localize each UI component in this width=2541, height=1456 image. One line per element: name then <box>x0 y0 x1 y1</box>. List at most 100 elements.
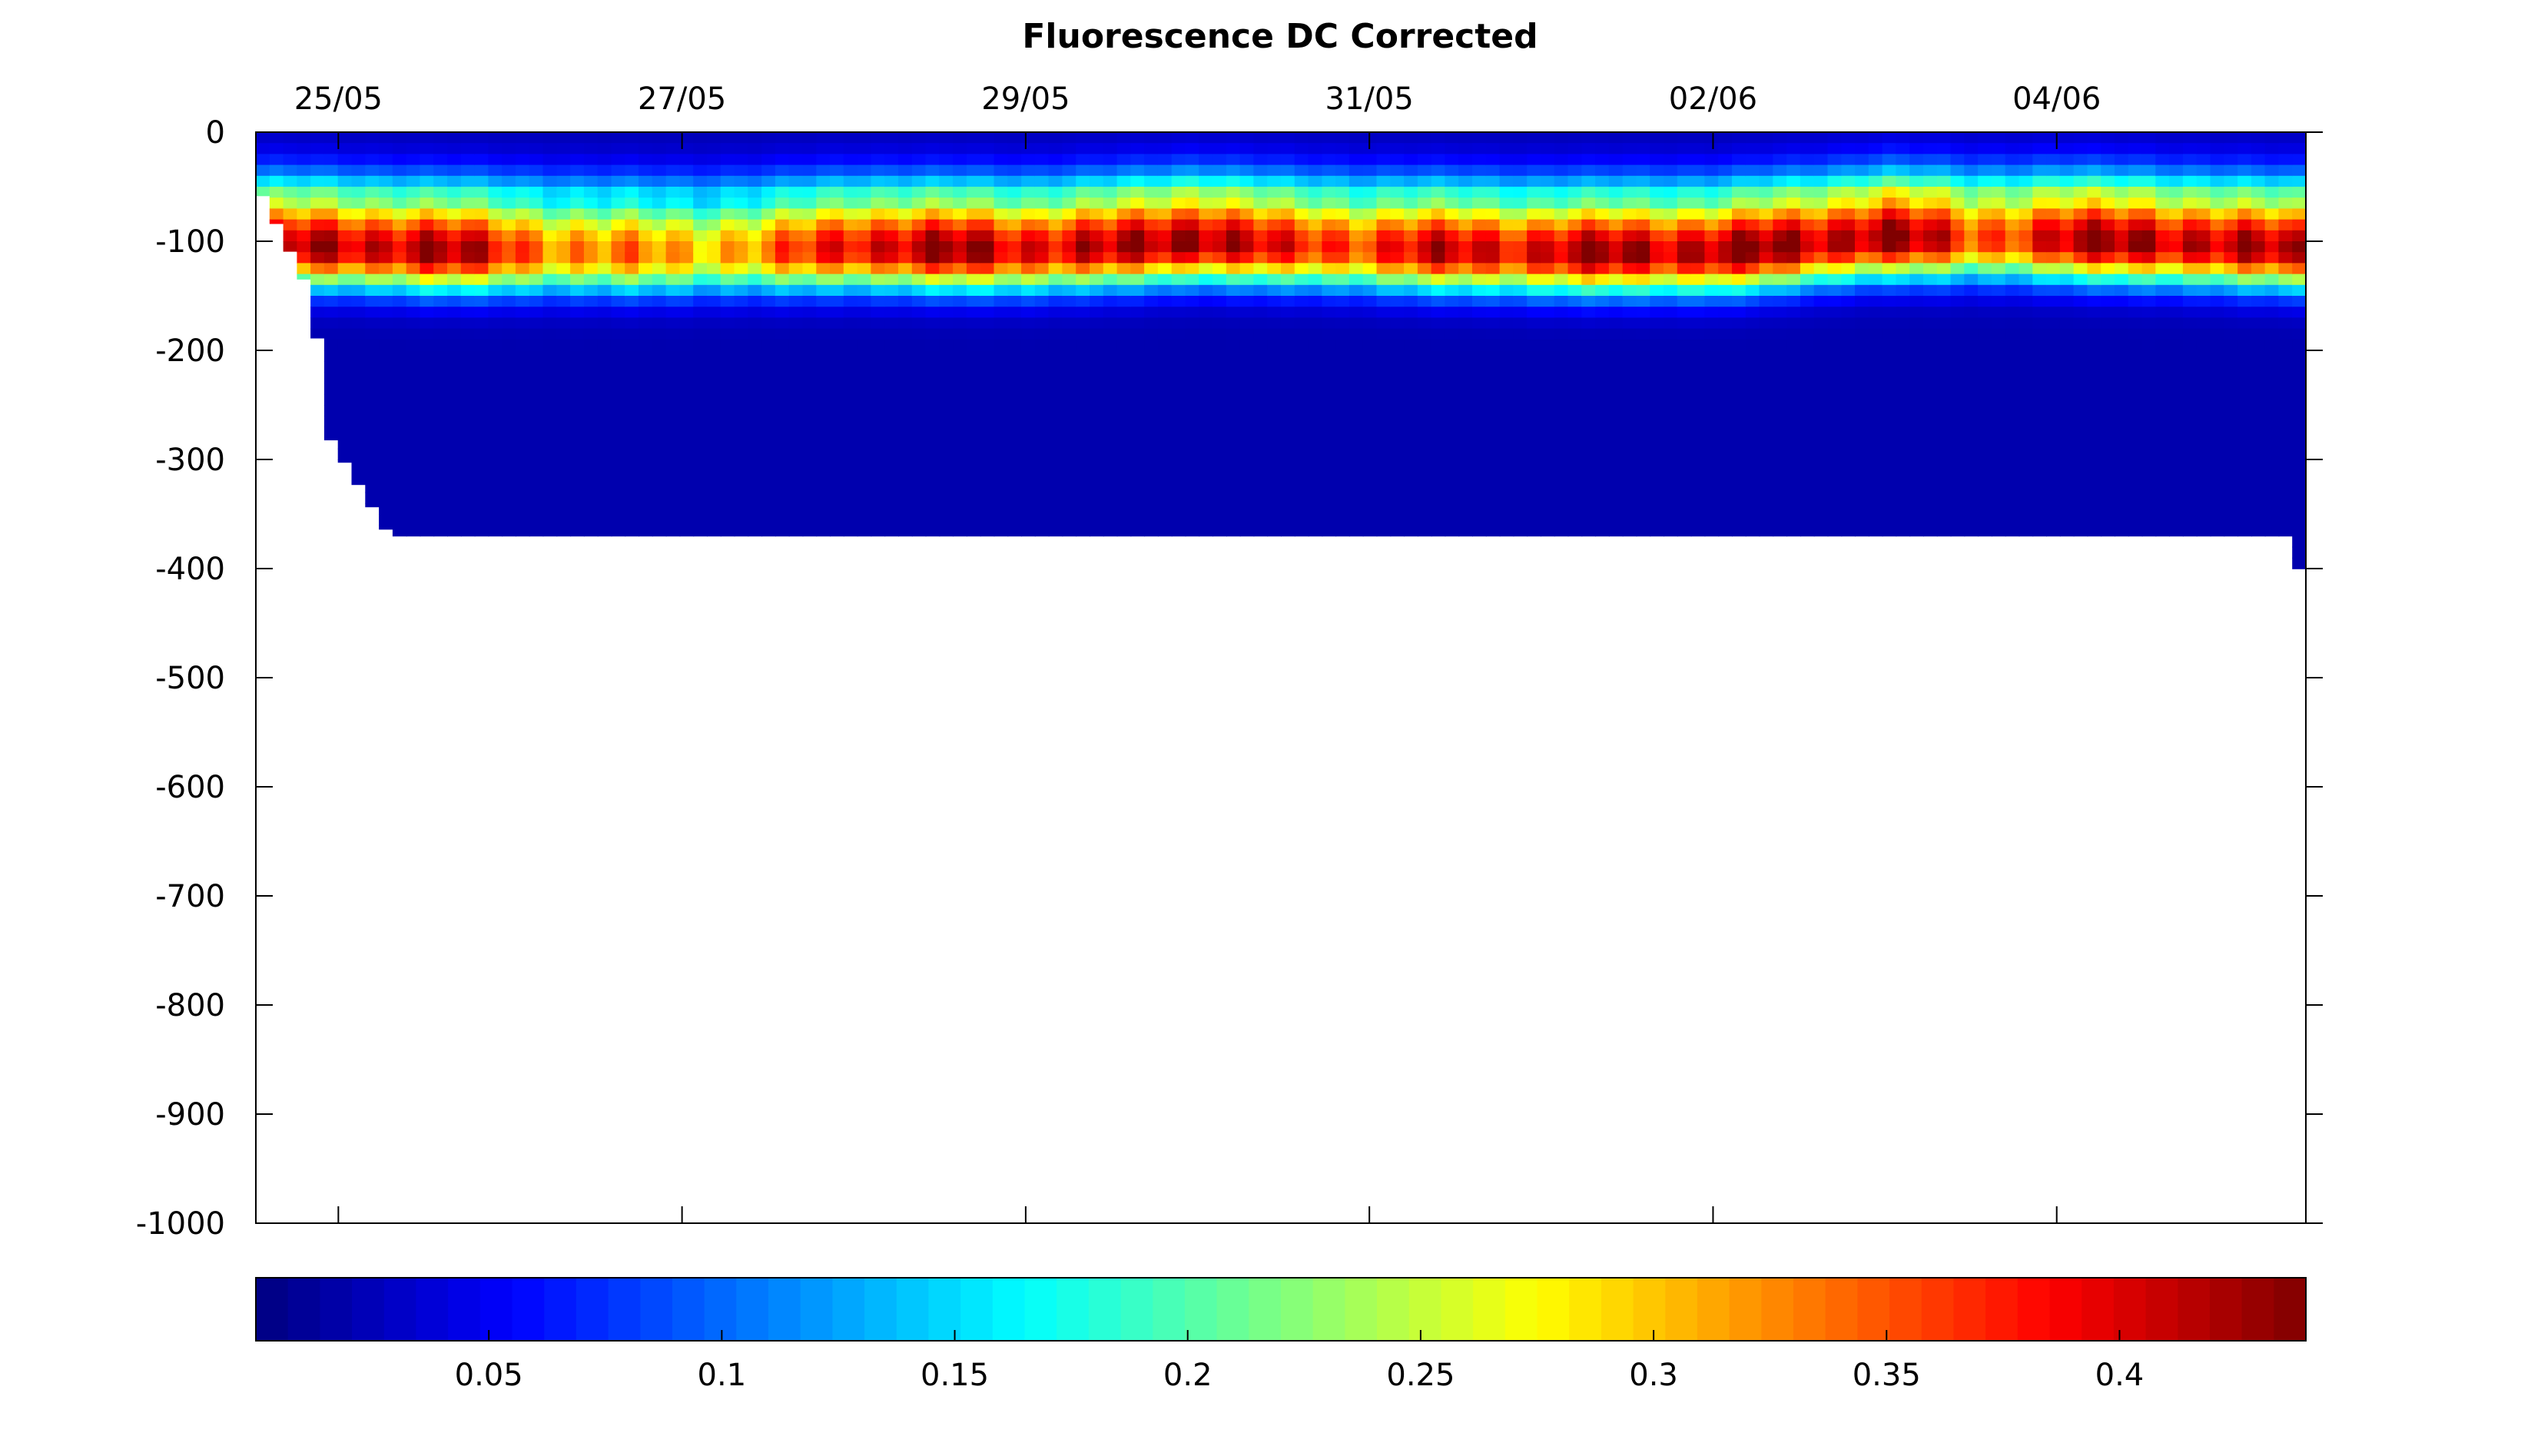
heatmap-cell <box>1390 307 1405 319</box>
heatmap-cell <box>1021 514 1036 526</box>
heatmap-cell <box>1567 470 1583 483</box>
heatmap-cell <box>1130 470 1146 483</box>
heatmap-cell <box>1417 296 1432 307</box>
heatmap-cell <box>2101 383 2115 395</box>
heatmap-cell <box>1909 470 1924 483</box>
heatmap-cell <box>1540 284 1555 297</box>
heatmap-cell <box>611 383 626 395</box>
heatmap-cell <box>1786 437 1801 449</box>
heatmap-cell <box>1950 187 1965 198</box>
heatmap-cell <box>748 187 763 198</box>
heatmap-cell <box>830 437 844 449</box>
heatmap-cell <box>556 296 572 307</box>
heatmap-cell <box>433 492 448 504</box>
heatmap-cell <box>2141 307 2157 319</box>
heatmap-cell <box>2059 481 2075 493</box>
heatmap-cell <box>2141 252 2157 264</box>
heatmap-cell <box>953 241 967 253</box>
heatmap-cell <box>1294 459 1309 471</box>
heatmap-cell <box>2141 175 2157 187</box>
heatmap-cell <box>1199 274 1214 286</box>
heatmap-cell <box>830 219 844 231</box>
heatmap-cell <box>1116 426 1132 439</box>
heatmap-cell <box>1076 241 1090 253</box>
heatmap-cell <box>1936 307 1952 319</box>
heatmap-cell <box>788 230 804 242</box>
heatmap-cell <box>925 470 940 483</box>
heatmap-cell <box>2005 284 2020 297</box>
heatmap-cell <box>1759 175 1774 187</box>
heatmap-cell <box>748 502 763 515</box>
heatmap-cell <box>1759 143 1774 155</box>
heatmap-cell <box>1253 143 1269 155</box>
heatmap-cell <box>980 459 995 471</box>
heatmap-cell <box>1690 426 1706 439</box>
heatmap-cell <box>1950 514 1965 526</box>
heatmap-cell <box>2005 263 2020 275</box>
heatmap-cell <box>1130 361 1146 373</box>
heatmap-cell <box>884 208 899 221</box>
heatmap-cell <box>1978 361 1992 373</box>
heatmap-cell <box>1281 230 1295 242</box>
heatmap-cell <box>1103 383 1118 395</box>
heatmap-cell <box>1417 230 1432 242</box>
heatmap-cell <box>693 405 708 416</box>
heatmap-cell <box>283 197 298 210</box>
heatmap-cell <box>515 405 530 416</box>
heatmap-cell <box>1950 154 1965 166</box>
heatmap-cell <box>1759 219 1774 231</box>
heatmap-cell <box>639 187 653 198</box>
heatmap-cell <box>1090 296 1104 307</box>
heatmap-cell <box>1021 372 1036 384</box>
heatmap-cell <box>1294 241 1309 253</box>
heatmap-cell <box>1472 459 1487 471</box>
heatmap-cell <box>556 361 572 373</box>
heatmap-cell <box>406 525 421 537</box>
heatmap-cell <box>365 208 380 221</box>
heatmap-cell <box>679 393 695 406</box>
heatmap-cell <box>1390 296 1405 307</box>
heatmap-cell <box>583 274 599 286</box>
heatmap-cell <box>1090 197 1104 210</box>
heatmap-cell <box>474 252 489 264</box>
heatmap-cell <box>953 296 967 307</box>
heatmap-cell <box>1540 383 1555 395</box>
heatmap-cell <box>542 514 558 526</box>
heatmap-cell <box>597 481 612 493</box>
heatmap-cell <box>1185 187 1200 198</box>
heatmap-cell <box>2032 372 2048 384</box>
heatmap-cell <box>1896 252 1911 264</box>
heatmap-cell <box>447 383 462 395</box>
heatmap-cell <box>816 514 831 526</box>
heatmap-cell <box>830 317 844 330</box>
heatmap-cell <box>1650 328 1664 340</box>
heatmap-cell <box>1581 502 1597 515</box>
heatmap-cell <box>2005 502 2020 515</box>
heatmap-cell <box>379 514 393 526</box>
heatmap-cell <box>1868 361 1883 373</box>
heatmap-cell <box>337 361 353 373</box>
heatmap-cell <box>1445 470 1460 483</box>
heatmap-cell <box>597 132 612 144</box>
heatmap-cell <box>447 274 462 286</box>
heatmap-cell <box>802 405 818 416</box>
heatmap-cell <box>1800 481 1815 493</box>
heatmap-cell <box>1199 328 1214 340</box>
heatmap-cell <box>365 241 380 253</box>
heatmap-cell <box>1116 437 1132 449</box>
heatmap-cell <box>379 405 393 416</box>
heatmap-cell <box>1690 502 1706 515</box>
heatmap-cell <box>2019 492 2034 504</box>
heatmap-cell <box>1021 208 1036 221</box>
heatmap-cell <box>1048 219 1063 231</box>
heatmap-cell <box>748 175 763 187</box>
heatmap-cell <box>542 230 558 242</box>
heatmap-cell <box>2032 296 2048 307</box>
heatmap-cell <box>1650 437 1664 449</box>
heatmap-cell <box>816 372 831 384</box>
heatmap-cell <box>1253 164 1269 177</box>
heatmap-cell <box>1896 175 1911 187</box>
heatmap-cell <box>2087 437 2102 449</box>
heatmap-cell <box>488 470 503 483</box>
heatmap-cell <box>788 263 804 275</box>
